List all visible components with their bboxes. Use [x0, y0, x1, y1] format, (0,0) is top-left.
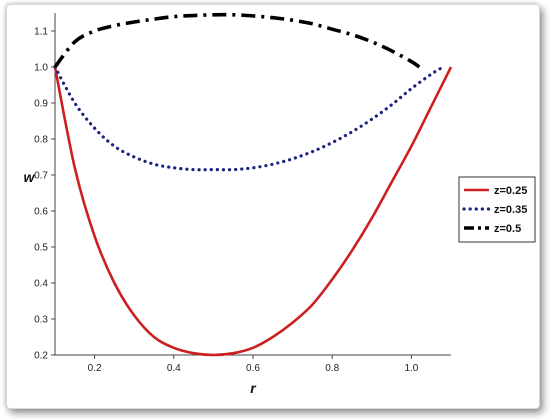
y-tick-label: 0.2 [34, 351, 48, 362]
y-tick-label: 0.3 [34, 315, 48, 326]
y-tick-label: 0.6 [34, 207, 48, 218]
series-line-1 [53, 66, 453, 357]
y-tick-label: 1.1 [34, 27, 48, 38]
series-lines [53, 12, 453, 357]
x-axis-title: r [250, 380, 257, 396]
x-tick-label: 0.2 [88, 363, 102, 374]
legend-label-1: z=0.25 [494, 185, 527, 197]
y-tick-label: 0.7 [34, 171, 48, 182]
y-tick-label: 0.9 [34, 99, 48, 110]
x-tick-label: 1.0 [404, 363, 418, 374]
figure-frame: 0.2 0.4 0.6 0.8 1.0 0.2 0.3 0.4 0.5 0.6 0.7 0.8 0.9… [6, 4, 540, 409]
y-axis-title: w [24, 169, 36, 185]
series-line-3 [53, 12, 421, 69]
legend: z=0.25 z=0.35 z=0.5 [458, 176, 536, 243]
legend-label-2: z=0.35 [494, 204, 527, 216]
y-tick-label: 1.0 [34, 63, 48, 74]
y-tick-label: 0.5 [34, 243, 48, 254]
series-line-2 [53, 65, 445, 172]
x-tick-label: 0.8 [325, 363, 339, 374]
y-tick-label: 0.8 [34, 135, 48, 146]
x-tick-label: 0.4 [167, 363, 181, 374]
y-ticks: 0.2 0.3 0.4 0.5 0.6 0.7 0.8 0.9 1.0 1.1 [34, 27, 55, 362]
x-ticks: 0.2 0.4 0.6 0.8 1.0 [88, 355, 419, 374]
y-tick-label: 0.4 [34, 279, 48, 290]
line-chart: 0.2 0.4 0.6 0.8 1.0 0.2 0.3 0.4 0.5 0.6 0.7 0.8 0.9… [24, 12, 536, 396]
x-tick-label: 0.6 [246, 363, 260, 374]
legend-label-3: z=0.5 [494, 223, 521, 235]
